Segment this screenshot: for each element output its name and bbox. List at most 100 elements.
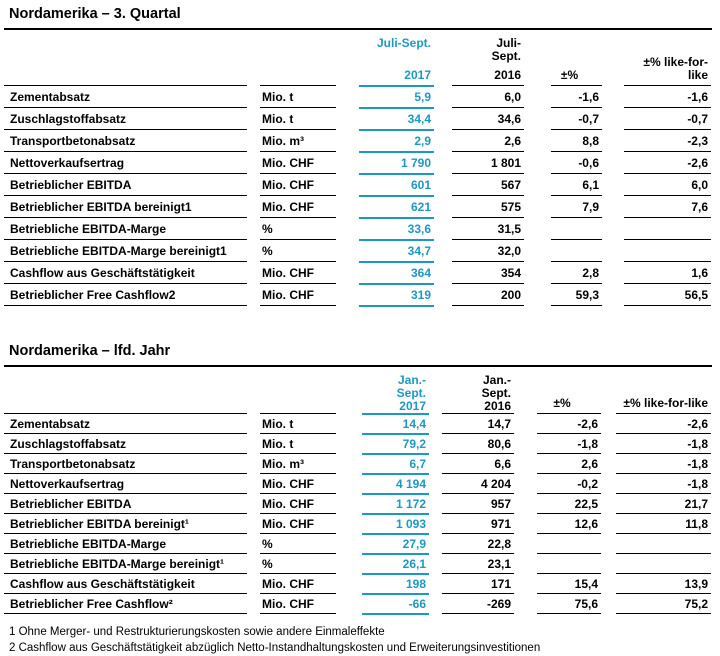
value-pct: -2,6: [537, 413, 601, 433]
metric-unit: Mio. CHF: [260, 493, 336, 513]
metric-label: Betrieblicher EBITDA bereinigt¹: [4, 513, 247, 533]
metric-unit: Mio. CHF: [260, 573, 336, 593]
footnote-1: 1 Ohne Merger- und Restrukturierungskost…: [9, 626, 385, 638]
metric-unit: Mio. m³: [260, 453, 336, 473]
value-2017: 33,6: [359, 217, 434, 239]
col-header-2017: Juli-Sept. 2017: [359, 30, 434, 85]
col-header-lfl: ±% like-for- like: [624, 30, 711, 85]
value-pct: -0,2: [537, 473, 601, 493]
value-2017: 1 093: [362, 513, 429, 533]
table-header-row: Jan.- Sept. 2017 Jan.- Sept. 2016 ±% ±% li…: [4, 367, 712, 413]
table-row: Betriebliche EBITDA-Marge bereinigt¹ % 2…: [4, 553, 712, 573]
table-row: Betriebliche EBITDA-Marge bereinigt1 % 3…: [4, 239, 712, 261]
footnote-2: 2 Cashflow aus Geschäftstätigkeit abzügl…: [9, 642, 541, 654]
table-quarter: Nordamerika – 3. Quartal Juli-Sept. 2017 …: [4, 4, 712, 307]
value-2017: 319: [359, 283, 434, 305]
value-pct: 2,8: [551, 261, 602, 283]
metric-unit: Mio. CHF: [260, 283, 336, 305]
metric-label: Cashflow aus Geschäftstätigkeit: [4, 573, 247, 593]
metric-label: Betrieblicher EBITDA bereinigt1: [4, 195, 247, 217]
value-2016: 34,6: [452, 107, 524, 129]
col-header-lfl: ±% like-for-like: [616, 367, 711, 413]
bottom-rule-segment: [616, 613, 711, 614]
value-lfl: -2,6: [624, 151, 711, 173]
value-2017: 4 194: [362, 473, 429, 493]
bottom-rule-segment: [551, 305, 602, 306]
metric-label: Zuschlagstoffabsatz: [4, 433, 247, 453]
metric-unit: Mio. t: [260, 433, 336, 453]
value-lfl: [616, 553, 711, 573]
metric-label: Betriebliche EBITDA-Marge: [4, 217, 247, 239]
value-2017: 14,4: [362, 413, 429, 433]
value-pct: -0,7: [551, 107, 602, 129]
col-header-period-2016: Juli- Sept.: [491, 36, 521, 63]
bottom-rule-segment: [624, 305, 711, 306]
value-pct: 2,6: [537, 453, 601, 473]
value-pct: -1,8: [537, 433, 601, 453]
table-header-row: Juli-Sept. 2017 Juli- Sept. 2016 ±% ±% lik…: [4, 30, 712, 85]
table-row: Transportbetonabsatz Mio. m³ 2,9 2,6 8,8…: [4, 129, 712, 151]
col-header-2016: Juli- Sept. 2016: [452, 30, 524, 85]
metric-label: Zementabsatz: [4, 413, 247, 433]
value-2016: 567: [452, 173, 524, 195]
value-2017: 34,7: [359, 239, 434, 261]
value-lfl: 21,7: [616, 493, 711, 513]
metric-label: Betriebliche EBITDA-Marge: [4, 533, 247, 553]
value-pct: 6,1: [551, 173, 602, 195]
value-2016: 200: [452, 283, 524, 305]
value-2017: 1 172: [362, 493, 429, 513]
value-lfl: -1,8: [616, 433, 711, 453]
value-2017: 198: [362, 573, 429, 593]
metric-unit: Mio. CHF: [260, 473, 336, 493]
value-2017: 5,9: [359, 85, 434, 107]
bottom-rule-segment: [4, 613, 247, 614]
metric-unit: %: [260, 217, 336, 239]
table-row: Betrieblicher EBITDA bereinigt1 Mio. CHF…: [4, 195, 712, 217]
value-pct: 22,5: [537, 493, 601, 513]
metric-unit: Mio. CHF: [260, 151, 336, 173]
value-2017: 6,7: [362, 453, 429, 473]
value-pct: [551, 239, 602, 261]
value-lfl: 1,6: [624, 261, 711, 283]
value-lfl: 11,8: [616, 513, 711, 533]
value-lfl: -1,8: [616, 453, 711, 473]
table-row: Nettoverkaufsertrag Mio. CHF 1 790 1 801…: [4, 151, 712, 173]
value-2016: 6,0: [452, 85, 524, 107]
value-2016: 14,7: [442, 413, 514, 433]
table-row: Zementabsatz Mio. t 5,9 6,0 -1,6 -1,6: [4, 85, 712, 107]
header-spacer-unit: [260, 30, 336, 85]
table-title: Nordamerika – lfd. Jahr: [4, 341, 712, 367]
value-2017: 27,9: [362, 533, 429, 553]
value-lfl: [624, 217, 711, 239]
value-2016: 354: [452, 261, 524, 283]
metric-unit: Mio. t: [260, 413, 336, 433]
metric-unit: Mio. t: [260, 107, 336, 129]
value-lfl: -0,7: [624, 107, 711, 129]
table-row: Betriebliche EBITDA-Marge % 27,9 22,8: [4, 533, 712, 553]
col-header-year-2017: 2017: [404, 68, 431, 82]
header-spacer-unit: [260, 367, 336, 413]
value-lfl: [624, 239, 711, 261]
table-row: Cashflow aus Geschäftstätigkeit Mio. CHF…: [4, 573, 712, 593]
bottom-rule-segment: [362, 613, 429, 615]
bottom-rule-segment: [537, 613, 601, 614]
table-title: Nordamerika – 3. Quartal: [4, 4, 712, 30]
value-2017: -66: [362, 593, 429, 613]
value-2016: 1 801: [452, 151, 524, 173]
value-pct: [537, 553, 601, 573]
col-header-pct: ±%: [551, 30, 602, 85]
col-header-2016: Jan.- Sept. 2016: [442, 367, 514, 413]
col-header-2017: Jan.- Sept. 2017: [362, 367, 429, 413]
footnotes: 1 Ohne Merger- und Restrukturierungskost…: [4, 624, 720, 656]
metric-unit: Mio. CHF: [260, 261, 336, 283]
metric-unit: Mio. CHF: [260, 513, 336, 533]
value-2016: 31,5: [452, 217, 524, 239]
metric-label: Betrieblicher EBITDA: [4, 493, 247, 513]
value-2016: 575: [452, 195, 524, 217]
value-lfl: -2,6: [616, 413, 711, 433]
value-2017: 621: [359, 195, 434, 217]
value-2016: 6,6: [442, 453, 514, 473]
col-header-year-2016: 2016: [494, 68, 521, 82]
metric-label: Betriebliche EBITDA-Marge bereinigt1: [4, 239, 247, 261]
metric-unit: %: [260, 239, 336, 261]
